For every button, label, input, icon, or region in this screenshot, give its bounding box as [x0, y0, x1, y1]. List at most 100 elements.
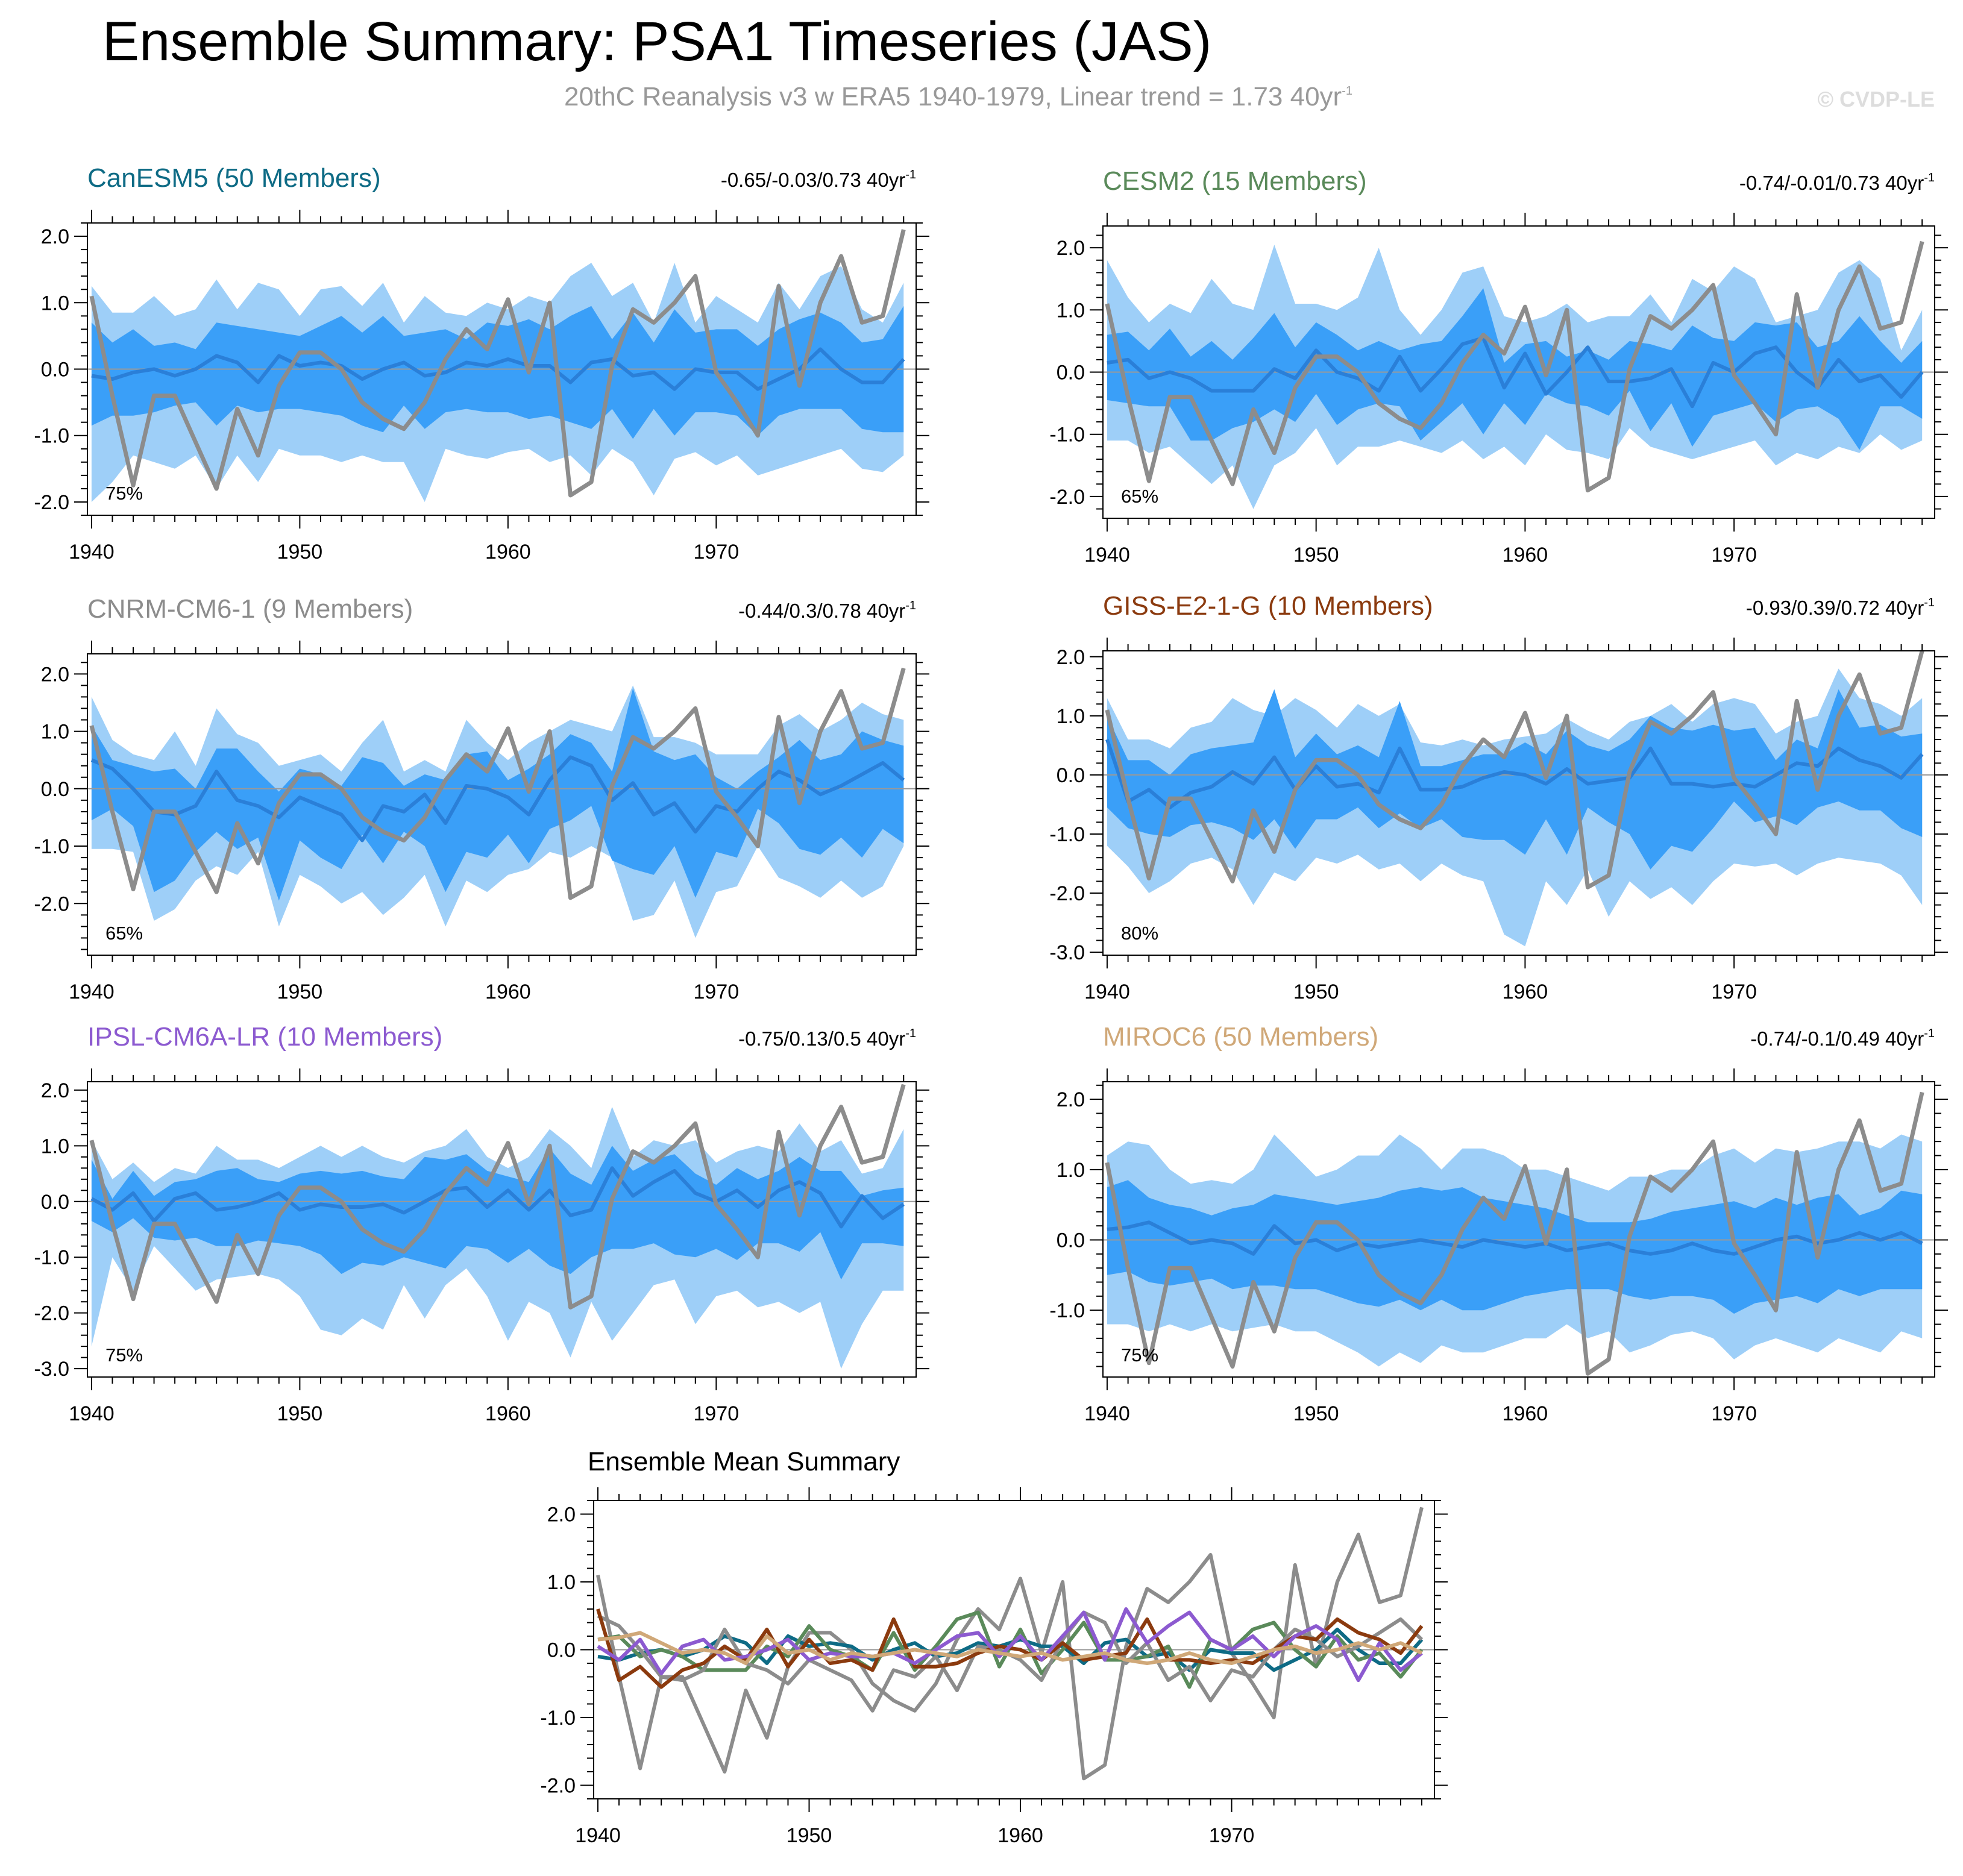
x-tick-label: 1940 [69, 980, 115, 1003]
axes-frame [87, 653, 917, 956]
x-tick-label: 1940 [575, 1824, 621, 1847]
panel-miroc6: -1.0 0.0 1.0 2.0 1940 1950 1960 1970 MIROC6 (50 … [1049, 1022, 1948, 1425]
y-tick-label: 2.0 [41, 225, 69, 248]
x-tick-label: 1960 [1503, 980, 1548, 1003]
plot-area [594, 1507, 1434, 1781]
x-tick-label: 1950 [1293, 980, 1339, 1003]
panel-cnrm-cm6-1: -2.0 -1.0 0.0 1.0 2.0 1940 1950 1960 1970 CNRM-CM… [34, 594, 929, 1003]
credit-label: © CVDP-LE [1817, 87, 1935, 111]
panel-canesm5: -2.0 -1.0 0.0 1.0 2.0 1940 1950 1960 1970 CanESM5… [34, 163, 929, 563]
percent-label: 80% [1121, 923, 1158, 944]
x-tick-label: 1940 [1084, 1402, 1130, 1425]
y-tick-label: -1.0 [34, 425, 69, 448]
y-tick-label: 0.0 [41, 1191, 69, 1214]
x-tick-label: 1970 [694, 541, 740, 563]
trend-stats-superscript: -1 [905, 168, 916, 181]
plot-area [1103, 240, 1935, 509]
y-tick-label: -3.0 [1049, 941, 1085, 964]
panel-title: CanESM5 (50 Members) [87, 163, 381, 193]
plot-area [87, 667, 916, 938]
panel-title: IPSL-CM6A-LR (10 Members) [87, 1022, 442, 1052]
trend-stats: -0.74/-0.1/0.49 40yr-1 [1750, 1027, 1935, 1050]
figure-subtitle-superscript: -1 [1342, 84, 1352, 98]
x-tick-label: 1970 [694, 980, 740, 1003]
x-tick-label: 1940 [69, 541, 115, 563]
trend-stats-text: -0.75/0.13/0.5 40yr [738, 1027, 905, 1050]
trend-stats-text: -0.93/0.39/0.72 40yr [1746, 597, 1924, 619]
trend-stats-superscript: -1 [1924, 596, 1935, 609]
trend-stats-text: -0.74/-0.1/0.49 40yr [1750, 1027, 1924, 1050]
y-tick-label: -1.0 [1049, 424, 1085, 447]
x-tick-label: 1940 [1084, 980, 1130, 1003]
trend-stats: -0.44/0.3/0.78 40yr-1 [738, 599, 916, 622]
trend-stats-text: -0.65/-0.03/0.73 40yr [721, 169, 905, 191]
trend-stats-superscript: -1 [905, 1027, 916, 1040]
x-tick-label: 1970 [694, 1402, 740, 1425]
y-tick-label: 2.0 [1057, 646, 1085, 669]
plot-area [87, 1084, 916, 1369]
observations-line [1105, 651, 1924, 889]
x-tick-label: 1950 [1293, 544, 1339, 566]
y-tick-label: 1.0 [1057, 299, 1085, 322]
y-tick-label: 2.0 [1057, 237, 1085, 260]
x-tick-label: 1960 [997, 1824, 1043, 1847]
x-tick-label: 1970 [1209, 1824, 1255, 1847]
x-tick-label: 1950 [277, 1402, 323, 1425]
panel-title: MIROC6 (50 Members) [1103, 1022, 1378, 1052]
y-tick-label: 0.0 [1057, 1229, 1085, 1252]
y-tick-label: 0.0 [1057, 764, 1085, 787]
panel-giss-e2-1-g: -3.0 -2.0 -1.0 0.0 1.0 2.0 1940 1950 1960 1970 GIS… [1049, 591, 1948, 1003]
observations-line [89, 1084, 906, 1310]
trend-stats-text: -0.44/0.3/0.78 40yr [738, 600, 905, 622]
ensemble-mean-line [91, 347, 905, 391]
figure-subtitle: 20thC Reanalysis v3 w ERA5 1940-1979, Li… [564, 82, 1352, 111]
observations-line [89, 667, 906, 900]
trend-stats-superscript: -1 [1924, 171, 1935, 184]
observations-line [89, 229, 906, 498]
trend-stats: -0.93/0.39/0.72 40yr-1 [1746, 596, 1935, 619]
trend-stats: -0.74/-0.01/0.73 40yr-1 [1739, 171, 1935, 194]
y-tick-label: -2.0 [1049, 486, 1085, 509]
y-tick-label: 2.0 [547, 1504, 576, 1526]
y-tick-label: -2.0 [34, 893, 69, 915]
y-tick-label: 1.0 [1057, 1159, 1085, 1182]
panel-ensemble-mean-summary: -2.0 -1.0 0.0 1.0 2.0 1940 1950 1960 1970 Ensembl… [540, 1447, 1448, 1847]
y-tick-label: 1.0 [547, 1571, 576, 1594]
y-tick-label: -3.0 [34, 1358, 69, 1381]
inner-percentile-band [1107, 689, 1923, 870]
series-line-cnrm-cm6-1 [597, 1610, 1424, 1713]
y-tick-label: 1.0 [1057, 705, 1085, 728]
inner-percentile-band [91, 306, 904, 439]
y-tick-label: -1.0 [540, 1707, 576, 1730]
plot-area [1103, 651, 1935, 947]
panel-ipsl-cm6a-lr: -3.0 -2.0 -1.0 0.0 1.0 2.0 1940 1950 1960 1970 IPS… [34, 1022, 929, 1425]
x-tick-label: 1950 [787, 1824, 832, 1847]
y-tick-label: 2.0 [41, 1079, 69, 1102]
x-tick-label: 1960 [485, 1402, 531, 1425]
x-tick-label: 1940 [69, 1402, 115, 1425]
axes-frame [1102, 650, 1935, 956]
x-tick-label: 1950 [1293, 1402, 1339, 1425]
x-tick-label: 1970 [1711, 980, 1757, 1003]
panel-title: GISS-E2-1-G (10 Members) [1103, 591, 1433, 621]
x-tick-label: 1960 [485, 980, 531, 1003]
series-line-miroc6 [597, 1631, 1423, 1665]
y-tick-label: -2.0 [540, 1775, 576, 1798]
y-tick-label: -2.0 [34, 491, 69, 514]
y-tick-label: 1.0 [41, 1135, 69, 1158]
y-tick-label: 1.0 [41, 292, 69, 315]
figure-subtitle-text: 20thC Reanalysis v3 w ERA5 1940-1979, Li… [564, 82, 1342, 111]
y-tick-label: -1.0 [34, 835, 69, 858]
y-tick-label: 2.0 [41, 663, 69, 686]
axes-frame [87, 1081, 917, 1378]
plot-area [1103, 1091, 1935, 1376]
y-tick-label: -2.0 [1049, 882, 1085, 905]
observations-line [1105, 240, 1924, 493]
trend-stats: -0.65/-0.03/0.73 40yr-1 [721, 168, 916, 191]
figure-title: Ensemble Summary: PSA1 Timeseries (JAS) [102, 11, 1212, 72]
y-tick-label: 0.0 [41, 359, 69, 381]
x-tick-label: 1960 [1503, 544, 1548, 566]
y-tick-label: 2.0 [1057, 1088, 1085, 1111]
percent-label: 65% [1121, 486, 1158, 507]
x-tick-label: 1960 [485, 541, 531, 563]
